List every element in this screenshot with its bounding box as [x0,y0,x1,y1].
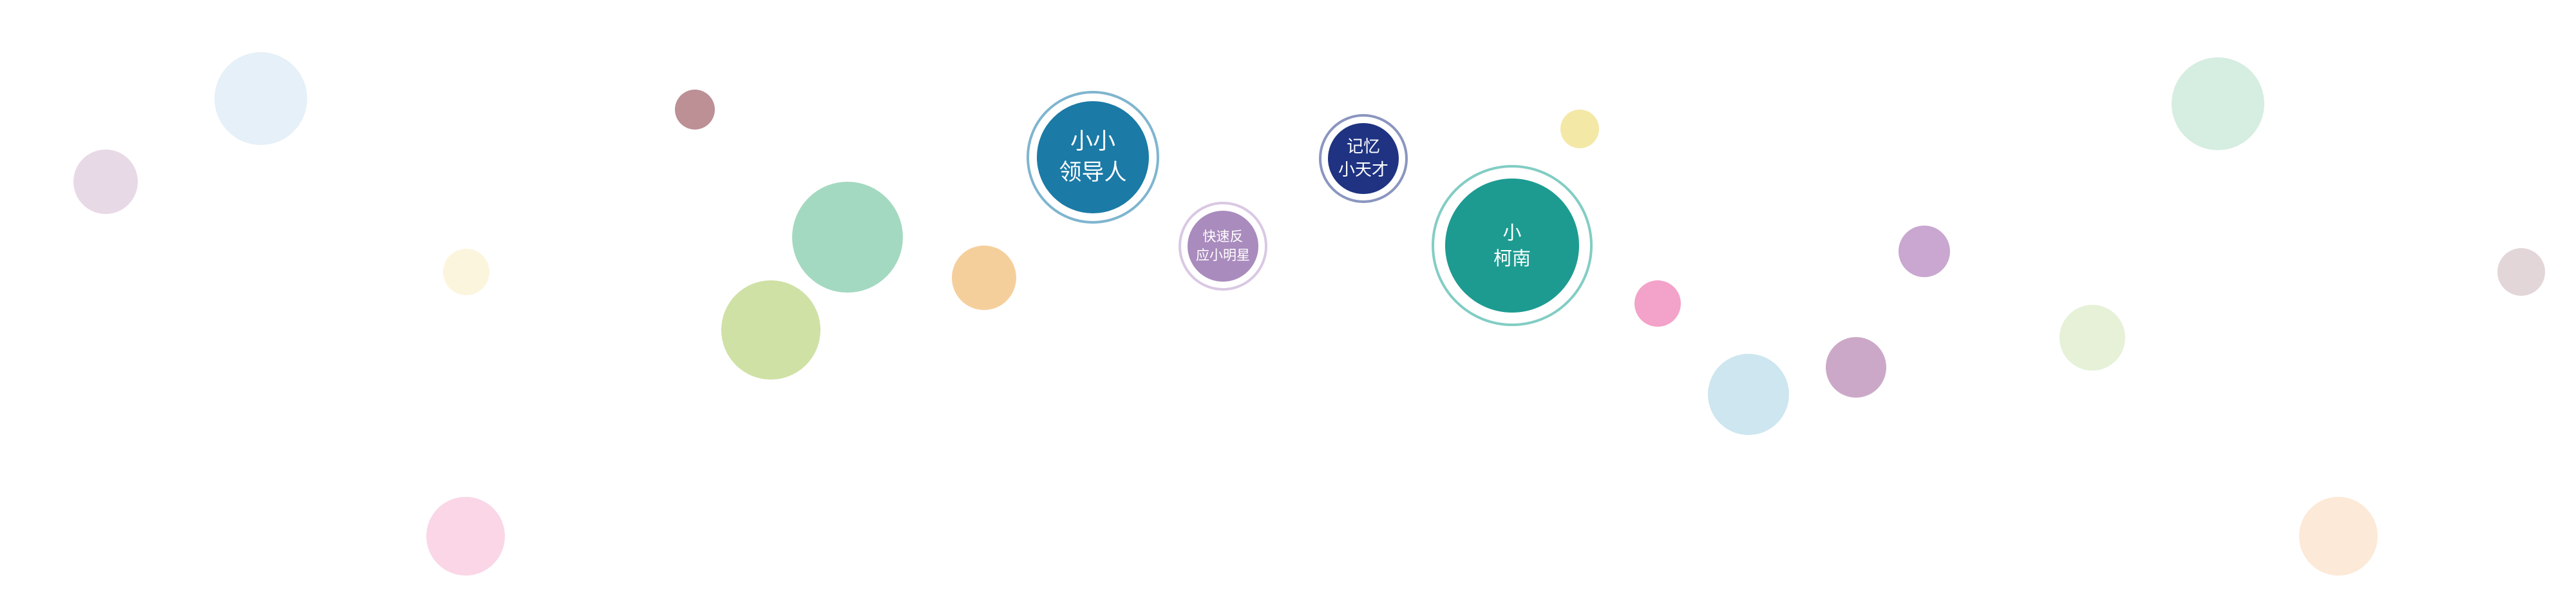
bubble [2060,305,2125,371]
bubble [1560,110,1599,148]
badge-label-line2: 领导人 [1059,160,1127,186]
bubble [2497,248,2545,296]
badge-label-line2: 柯南 [1493,247,1531,269]
bubble [2299,497,2378,576]
badge-core: 快速反 应小明星 [1188,211,1258,282]
bubble [792,182,903,293]
bubble [675,90,715,130]
bubble [443,249,489,295]
bubble [73,150,138,214]
bubble [1826,337,1886,398]
bubble [952,246,1016,310]
bubble [1899,226,1950,277]
bubble [2172,57,2264,150]
bubble [721,280,820,380]
bubble [214,52,307,145]
badge-core: 小小 领导人 [1037,101,1149,213]
badge-core: 记忆 小天才 [1328,123,1399,194]
bubble [426,497,505,576]
badge-label-line1: 快速反 [1202,229,1244,244]
bubble [1708,354,1789,435]
badge-label-line1: 小 [1502,222,1522,244]
badge-little-leader[interactable]: 小小 领导人 [1027,91,1159,224]
badge-label-line1: 小小 [1070,129,1115,155]
badge-little-conan[interactable]: 小 柯南 [1432,165,1593,326]
badge-label-line2: 应小明星 [1196,247,1250,263]
badge-quick-reaction-star[interactable]: 快速反 应小明星 [1179,202,1267,291]
badge-label-line1: 记忆 [1346,137,1380,157]
badge-core: 小 柯南 [1445,179,1579,313]
badge-memory-genius[interactable]: 记忆 小天才 [1319,114,1408,203]
badge-label-line2: 小天才 [1338,160,1388,180]
bubble [1634,280,1681,327]
